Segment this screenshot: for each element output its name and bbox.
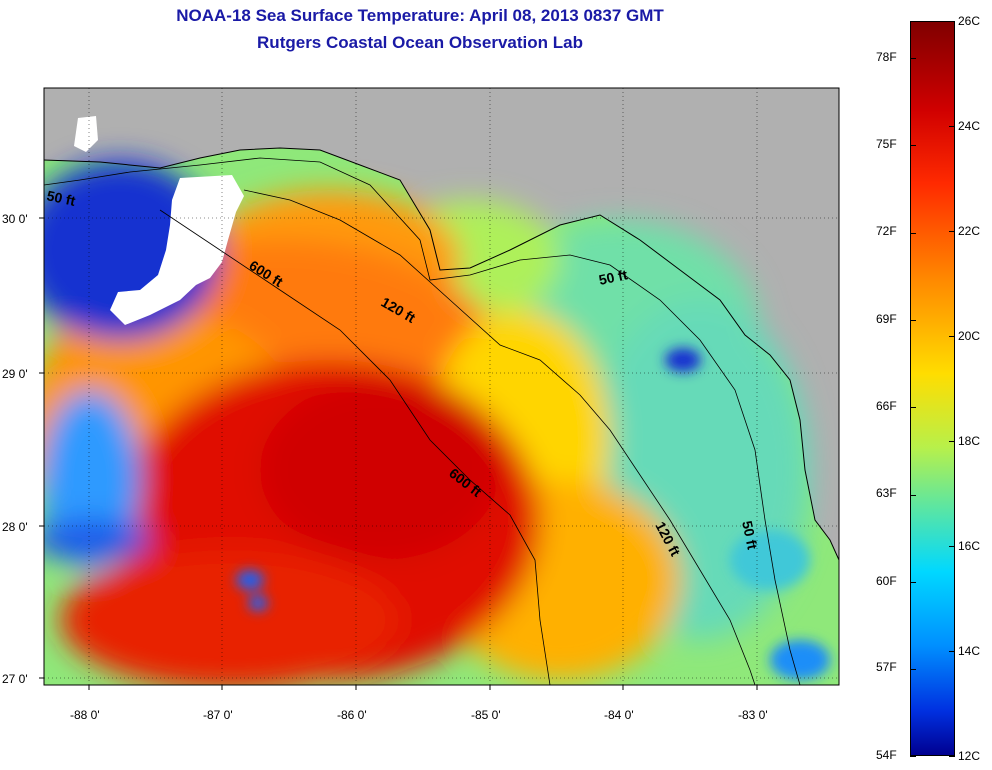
colorbar-f-label: 60F bbox=[876, 574, 897, 588]
colorbar-f-label: 78F bbox=[876, 50, 897, 64]
colorbar-f-label: 63F bbox=[876, 486, 897, 500]
longitude-label: -86 0' bbox=[337, 708, 367, 722]
latitude-label: 30 0' bbox=[2, 212, 28, 226]
grid bbox=[44, 88, 839, 685]
plot-frame bbox=[43, 87, 840, 686]
colorbar-c-label: 16C bbox=[958, 539, 981, 553]
longitude-label: -84 0' bbox=[604, 708, 634, 722]
contour-label: 50 ft bbox=[45, 187, 77, 209]
latitude-label: 27 0' bbox=[2, 672, 28, 686]
longitude-label: -85 0' bbox=[471, 708, 501, 722]
axis-ticks bbox=[39, 217, 758, 690]
colorbar-c-label: 20C bbox=[958, 329, 981, 343]
coastline bbox=[44, 147, 839, 561]
color-bar bbox=[910, 21, 955, 756]
colorbar-tick bbox=[910, 145, 916, 146]
contour-label: 50 ft bbox=[597, 266, 629, 288]
colorbar-tick bbox=[949, 756, 955, 757]
colorbar-tick bbox=[910, 582, 916, 583]
colorbar-tick bbox=[949, 441, 955, 442]
chart-subtitle: Rutgers Coastal Ocean Observation Lab bbox=[257, 33, 583, 52]
colorbar-c-label: 24C bbox=[958, 119, 981, 133]
colorbar-c-label: 12C bbox=[958, 749, 981, 763]
longitude-label: -88 0' bbox=[70, 708, 100, 722]
chart-title: NOAA-18 Sea Surface Temperature: April 0… bbox=[176, 6, 664, 25]
colorbar-tick bbox=[910, 495, 916, 496]
colorbar-f-label: 72F bbox=[876, 224, 897, 238]
colorbar-c-label: 18C bbox=[958, 434, 981, 448]
latitude-label: 28 0' bbox=[2, 520, 28, 534]
colorbar-tick bbox=[949, 231, 955, 232]
contour-120ft bbox=[243, 189, 756, 685]
contour-label: 50 ft bbox=[739, 519, 761, 551]
contour-600ft bbox=[159, 209, 551, 685]
colorbar-tick bbox=[910, 320, 916, 321]
colorbar-tick bbox=[949, 546, 955, 547]
cloud-patch bbox=[110, 175, 244, 325]
contour-50ft bbox=[44, 157, 801, 685]
longitude-label: -83 0' bbox=[738, 708, 768, 722]
colorbar-f-label: 69F bbox=[876, 312, 897, 326]
colorbar-f-label: 54F bbox=[876, 748, 897, 762]
colorbar-tick bbox=[949, 336, 955, 337]
colorbar-tick bbox=[910, 756, 916, 757]
colorbar-tick bbox=[910, 58, 916, 59]
colorbar-c-label: 14C bbox=[958, 644, 981, 658]
colorbar-c-label: 22C bbox=[958, 224, 981, 238]
colorbar-f-label: 66F bbox=[876, 399, 897, 413]
latitude-label: 29 0' bbox=[2, 367, 28, 381]
colorbar-f-label: 75F bbox=[876, 137, 897, 151]
colorbar-tick bbox=[910, 669, 916, 670]
longitude-label: -87 0' bbox=[203, 708, 233, 722]
colorbar-tick bbox=[949, 651, 955, 652]
colorbar-tick bbox=[949, 126, 955, 127]
colorbar-tick bbox=[949, 21, 955, 22]
colorbar-c-label: 26C bbox=[958, 14, 981, 28]
colorbar-tick bbox=[910, 407, 916, 408]
colorbar-tick bbox=[910, 233, 916, 234]
colorbar-f-label: 57F bbox=[876, 660, 897, 674]
